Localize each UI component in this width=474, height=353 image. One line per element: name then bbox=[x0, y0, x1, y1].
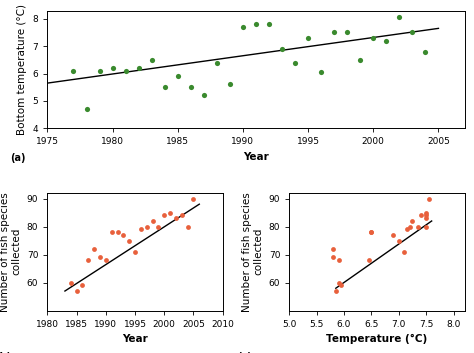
Point bbox=[395, 238, 402, 244]
X-axis label: Year: Year bbox=[243, 152, 269, 162]
Point bbox=[422, 49, 429, 54]
Y-axis label: Number of fish species
collected: Number of fish species collected bbox=[0, 192, 21, 312]
Point bbox=[184, 224, 191, 229]
Point bbox=[96, 68, 103, 74]
Text: (b): (b) bbox=[0, 352, 11, 353]
Point bbox=[329, 255, 337, 260]
Point bbox=[409, 218, 416, 224]
Point bbox=[401, 249, 408, 255]
Point bbox=[200, 92, 208, 98]
Point bbox=[403, 227, 411, 232]
Point bbox=[330, 30, 338, 35]
Point bbox=[67, 280, 74, 286]
Point bbox=[126, 238, 133, 244]
X-axis label: Year: Year bbox=[122, 334, 148, 344]
Point bbox=[114, 229, 121, 235]
Point bbox=[149, 218, 156, 224]
Point bbox=[335, 257, 342, 263]
Point bbox=[161, 84, 169, 90]
Point bbox=[329, 246, 337, 252]
Point bbox=[166, 210, 174, 215]
Point bbox=[155, 224, 162, 229]
Point bbox=[178, 213, 185, 218]
Point bbox=[83, 106, 91, 112]
Point bbox=[414, 224, 422, 229]
Point bbox=[304, 35, 312, 41]
Point bbox=[332, 288, 339, 294]
Point bbox=[122, 68, 129, 74]
Point bbox=[318, 69, 325, 75]
Point bbox=[383, 38, 390, 43]
Point bbox=[213, 60, 221, 65]
Point bbox=[265, 22, 273, 27]
Point bbox=[365, 257, 373, 263]
Point bbox=[368, 229, 375, 235]
Point bbox=[370, 35, 377, 41]
Point bbox=[70, 68, 77, 74]
Point bbox=[337, 283, 345, 288]
Point bbox=[335, 280, 342, 286]
Point bbox=[239, 24, 247, 30]
Text: (c): (c) bbox=[237, 352, 251, 353]
Point bbox=[190, 196, 197, 202]
Point bbox=[409, 30, 416, 35]
Point bbox=[79, 283, 86, 288]
Point bbox=[143, 224, 151, 229]
Point bbox=[406, 224, 413, 229]
Point bbox=[356, 57, 364, 63]
Point bbox=[172, 215, 180, 221]
Point bbox=[422, 224, 430, 229]
Point bbox=[135, 65, 143, 71]
Point bbox=[108, 229, 116, 235]
Point bbox=[187, 84, 195, 90]
Point bbox=[73, 288, 81, 294]
Y-axis label: Number of fish species
collected: Number of fish species collected bbox=[242, 192, 263, 312]
Point bbox=[137, 227, 145, 232]
Point bbox=[96, 255, 104, 260]
Point bbox=[252, 22, 260, 27]
Point bbox=[102, 257, 109, 263]
Point bbox=[292, 60, 299, 65]
Point bbox=[396, 14, 403, 20]
Point bbox=[84, 257, 92, 263]
Point bbox=[422, 213, 430, 218]
Y-axis label: Bottom temperature (°C): Bottom temperature (°C) bbox=[17, 4, 27, 135]
Point bbox=[226, 82, 234, 87]
Point bbox=[119, 232, 127, 238]
Point bbox=[174, 73, 182, 79]
Point bbox=[390, 232, 397, 238]
Point bbox=[91, 246, 98, 252]
Point bbox=[425, 196, 433, 202]
Point bbox=[417, 213, 425, 218]
Point bbox=[148, 57, 155, 63]
Point bbox=[109, 65, 117, 71]
Text: (a): (a) bbox=[10, 153, 26, 163]
Point bbox=[422, 215, 430, 221]
Point bbox=[160, 213, 168, 218]
Point bbox=[131, 249, 139, 255]
X-axis label: Temperature (°C): Temperature (°C) bbox=[326, 334, 428, 344]
Point bbox=[278, 46, 286, 52]
Point bbox=[368, 229, 375, 235]
Point bbox=[344, 30, 351, 35]
Point bbox=[422, 210, 430, 215]
